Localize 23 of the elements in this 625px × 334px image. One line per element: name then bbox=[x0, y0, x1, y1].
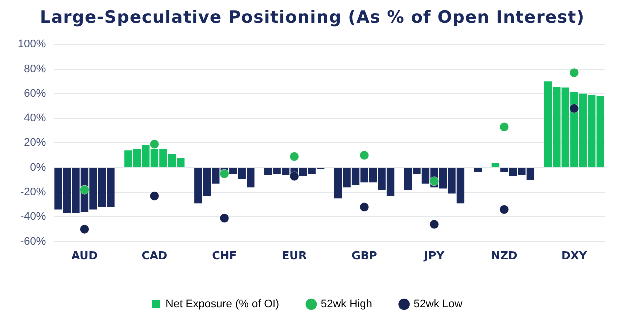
x-tick-label: EUR bbox=[282, 249, 308, 262]
y-tick-label: 40% bbox=[24, 112, 46, 125]
x-tick-label: JPY bbox=[423, 249, 446, 262]
y-tick-label: 60% bbox=[24, 88, 46, 100]
y-tick-label: -40% bbox=[20, 211, 46, 224]
x-tick-label: CHF bbox=[212, 249, 238, 262]
x-tick-label: GBP bbox=[352, 249, 378, 262]
y-tick-label: -20% bbox=[20, 186, 46, 199]
x-tick-label: CAD bbox=[142, 249, 168, 262]
legend-label: 52wk Low bbox=[414, 298, 463, 311]
y-tick-label: -60% bbox=[20, 236, 46, 248]
legend-label: Net Exposure (% of OI) bbox=[166, 298, 280, 311]
legend-label: 52wk High bbox=[320, 298, 372, 311]
bar bbox=[492, 164, 500, 168]
y-tick-label: 80% bbox=[24, 63, 46, 76]
y-tick-label: 0% bbox=[30, 162, 46, 174]
bar bbox=[474, 168, 482, 172]
y-tick-label: 100% bbox=[18, 38, 46, 51]
y-tick-label: 20% bbox=[24, 137, 46, 150]
chart-title: Large-Speculative Positioning (As % of Open Interest) bbox=[39, 8, 586, 28]
x-tick-label: NZD bbox=[491, 249, 518, 262]
x-tick-label: DXY bbox=[562, 249, 588, 262]
x-tick-label: AUD bbox=[72, 249, 98, 262]
